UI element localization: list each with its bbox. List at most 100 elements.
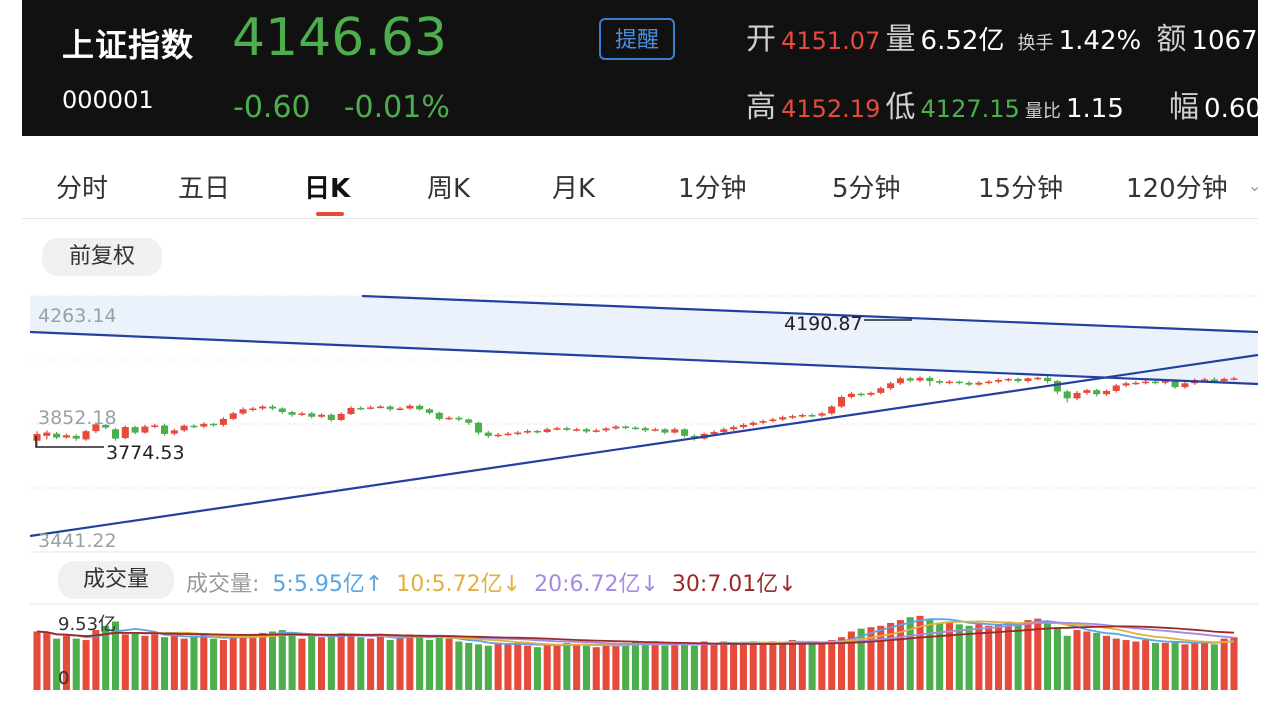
low-annotation: 3774.53 <box>106 442 185 464</box>
volume-bar <box>308 635 316 690</box>
volume-bar <box>779 642 787 690</box>
volume-bar <box>1093 632 1101 690</box>
candle-body <box>877 388 885 393</box>
tab-120min[interactable]: 120分钟 <box>1126 174 1228 204</box>
axis-top-label: 4263.14 <box>38 305 117 327</box>
candle-body <box>327 414 335 420</box>
candle-body <box>43 432 51 436</box>
volume-indicator-toggle[interactable]: 成交量 <box>58 561 174 599</box>
stats-row-2: 高 4152.19 低 4127.15 量比 1.15 幅 0.60% <box>746 82 1258 126</box>
tab-5min[interactable]: 5分钟 <box>832 174 901 204</box>
volume-bar <box>249 634 257 690</box>
candle-body <box>514 432 522 435</box>
candle-body <box>494 434 502 437</box>
volume-bar <box>151 634 159 690</box>
volume-bar <box>720 641 728 690</box>
volume-bar <box>612 645 620 690</box>
candle-body <box>1073 392 1081 399</box>
candle-body <box>1151 381 1160 384</box>
trend-line <box>29 353 1258 538</box>
volume-bar <box>288 634 296 690</box>
amplitude-label: 幅 <box>1168 90 1199 125</box>
tab-monthly-k[interactable]: 月K <box>552 174 596 204</box>
candle-body <box>955 381 963 384</box>
tab-five-day[interactable]: 五日 <box>178 174 231 204</box>
candle-body <box>936 381 944 383</box>
candle-body <box>730 427 738 430</box>
candle-body <box>278 408 286 413</box>
volume-bar <box>808 642 816 690</box>
volume-bar <box>465 642 473 690</box>
volume-bar <box>730 642 738 690</box>
price-change: -0.60 -0.01% <box>233 90 450 125</box>
volume-bar <box>357 637 365 690</box>
volume-bar <box>896 620 904 690</box>
candle-body <box>622 426 630 429</box>
high-value: 4152.19 <box>781 95 881 123</box>
volume-bar <box>906 617 914 690</box>
volume-bar <box>200 634 208 690</box>
candle-body <box>661 429 669 433</box>
tab-15min[interactable]: 15分钟 <box>978 174 1064 204</box>
price-gridlines <box>30 295 1258 605</box>
current-price: 4146.63 <box>232 8 448 68</box>
volume-bar <box>828 640 836 690</box>
candle-body <box>710 432 718 434</box>
volume-bar <box>631 641 640 690</box>
kline-chart[interactable]: 4263.14 3852.18 3441.22 4190.87 3774.53 … <box>22 0 1258 724</box>
right-frame-margin <box>1258 0 1280 724</box>
candle-body <box>582 429 590 432</box>
candle-body <box>631 427 640 430</box>
candle-body <box>131 427 139 433</box>
volume-bar <box>955 624 963 690</box>
candle-body <box>651 429 659 431</box>
candle-body <box>1201 379 1209 381</box>
volume-bar <box>53 638 61 690</box>
volume-bar <box>425 640 433 690</box>
high-label: 高 <box>746 90 776 125</box>
volume-bar <box>1142 640 1150 690</box>
open-value: 4151.07 <box>781 27 881 55</box>
volume-bar <box>857 628 865 690</box>
volume-bar <box>1181 644 1189 690</box>
candle-body <box>1093 390 1101 395</box>
candle-body <box>318 414 326 417</box>
volume-bar <box>798 641 806 690</box>
chevron-down-icon[interactable]: ⌄ <box>1248 176 1258 195</box>
candle-body <box>553 428 561 430</box>
volume-ma-line <box>36 625 1235 645</box>
volume-bar <box>484 645 492 690</box>
volume-ma10: 10:5.72亿↓ <box>396 572 522 597</box>
volume-bar <box>622 642 630 690</box>
candlestick-series <box>33 376 1238 447</box>
volume-axis-top: 9.53亿 <box>58 614 116 635</box>
volume-bar <box>543 644 551 690</box>
tab-1min[interactable]: 1分钟 <box>678 174 747 204</box>
axis-bottom-label: 3441.22 <box>38 530 117 552</box>
tab-weekly-k[interactable]: 周K <box>427 174 471 204</box>
candle-body <box>533 430 541 433</box>
volume-bar <box>219 640 227 690</box>
candle-body <box>268 406 277 409</box>
candle-body <box>945 381 953 384</box>
tab-daily-k[interactable]: 日K <box>304 174 351 204</box>
volume-bar <box>1053 627 1061 690</box>
adjustment-toggle[interactable]: 前复权 <box>42 238 162 276</box>
candle-body <box>386 406 394 410</box>
candle-body <box>975 382 983 385</box>
volume-bar <box>877 625 885 690</box>
candle-body <box>926 377 934 382</box>
alert-button[interactable]: 提醒 <box>599 18 675 60</box>
volume-bar <box>563 642 571 690</box>
volume-bar <box>396 637 404 690</box>
left-frame-margin <box>0 0 22 724</box>
volume-bar <box>975 622 983 690</box>
candle-body <box>612 426 620 429</box>
volume-bar <box>72 638 80 690</box>
volume-bar <box>161 637 169 690</box>
tab-intraday[interactable]: 分时 <box>56 174 109 204</box>
volume-bar <box>681 642 689 690</box>
candle-body <box>82 431 90 440</box>
volume-bar <box>602 644 610 690</box>
volume-bar <box>1122 640 1130 690</box>
